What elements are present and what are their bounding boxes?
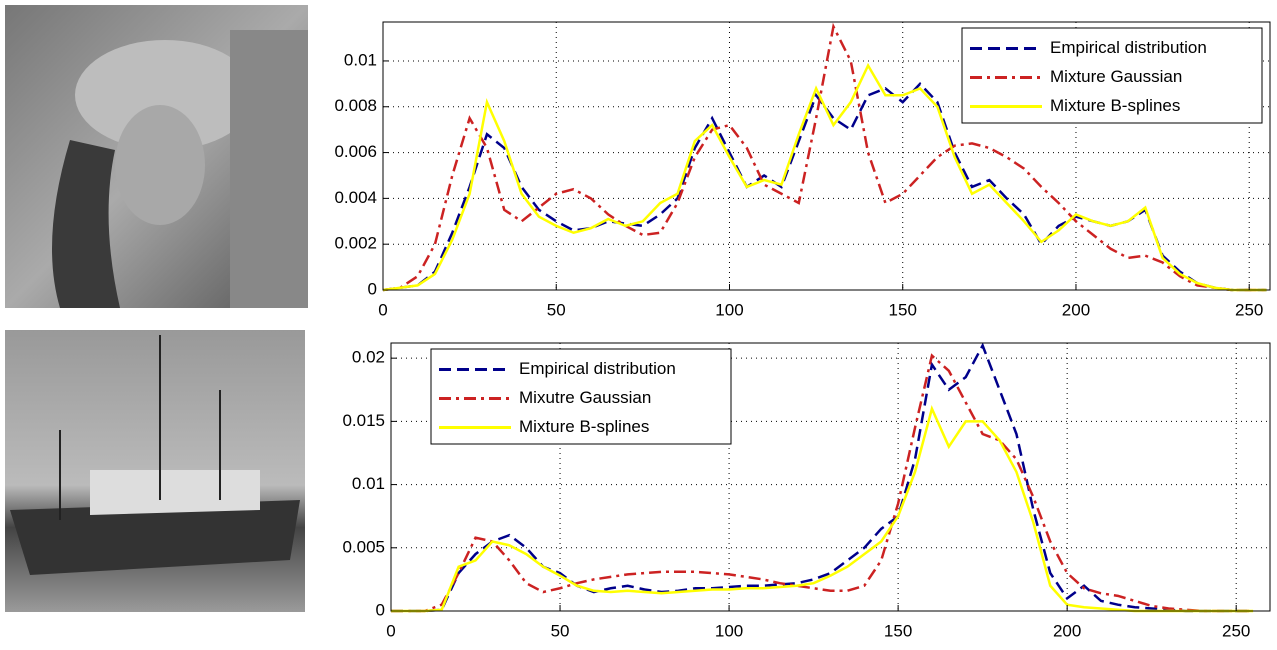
series-line [391, 342, 1254, 613]
x-tick-label: 50 [551, 621, 570, 640]
photo-portrait [5, 5, 308, 308]
x-tick-label: 100 [715, 300, 743, 319]
y-tick-label: 0.002 [334, 234, 377, 253]
photo-boats [5, 330, 305, 612]
y-tick-label: 0.01 [344, 50, 377, 69]
x-tick-label: 150 [884, 621, 912, 640]
legend-label: Mixture Gaussian [1050, 67, 1182, 86]
x-tick-label: 200 [1062, 300, 1090, 319]
x-tick-label: 50 [547, 300, 566, 319]
legend-label: Empirical distribution [1050, 38, 1207, 57]
x-tick-label: 250 [1222, 621, 1250, 640]
y-tick-label: 0.015 [342, 411, 385, 430]
legend-label: Mixutre Gaussian [519, 388, 651, 407]
legend-label: Empirical distribution [519, 359, 676, 378]
y-tick-label: 0.006 [334, 142, 377, 161]
x-tick-label: 100 [715, 621, 743, 640]
plot-frame [390, 342, 1271, 612]
series-line [382, 22, 1267, 292]
legend-label: Mixture B-splines [519, 417, 649, 436]
plot-frame [382, 21, 1271, 291]
y-tick-label: 0.008 [334, 96, 377, 115]
chart: 0 50 100 150 200 250 0 0.005 0.01 0.015 0.02 Empiri… [342, 342, 1271, 640]
legend: Empirical distribution Mixutre Gaussian Mi… [430, 348, 732, 445]
x-tick-label: 250 [1235, 300, 1263, 319]
y-tick-label: 0.005 [342, 537, 385, 556]
y-tick-label: 0.004 [334, 188, 377, 207]
x-tick-label: 0 [378, 300, 387, 319]
series-line [391, 353, 1254, 613]
y-tick-label: 0 [376, 600, 385, 619]
legend-label: Mixture B-splines [1050, 96, 1180, 115]
legend: Empirical distribution Mixture Gaussian Mi… [961, 27, 1263, 124]
chart: 0 50 100 150 200 250 0 0.002 0.004 0.006 0.008 0.01… [334, 21, 1271, 319]
y-tick-label: 0.01 [352, 474, 385, 493]
x-tick-label: 0 [386, 621, 395, 640]
y-tick-label: 0 [368, 279, 377, 298]
series-line [382, 62, 1267, 292]
y-tick-label: 0.02 [352, 348, 385, 367]
series-line [391, 405, 1254, 613]
x-tick-label: 150 [889, 300, 917, 319]
x-tick-label: 200 [1053, 621, 1081, 640]
